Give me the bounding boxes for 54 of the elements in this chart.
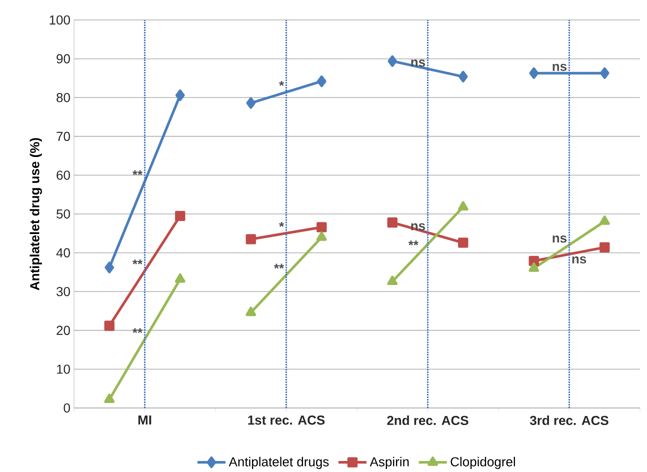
y-tick-label: 90 [56,54,70,64]
point [599,216,610,225]
point [104,262,114,274]
y-tick-label: 40 [56,248,70,258]
annotation: * [279,81,284,86]
point [387,217,398,228]
point [458,238,468,248]
y-tick-label: 60 [56,170,70,180]
point [528,262,540,272]
legend-label: Clopidogrel [450,456,515,469]
y-tick-label: 100 [50,15,70,25]
y-tick-label: 70 [56,132,70,141]
point [600,242,610,252]
y-tick-label: 0 [64,403,70,413]
annotation: ns [572,256,586,264]
annotation: * [279,222,284,227]
point [104,394,115,403]
point [174,273,186,283]
point [388,55,398,67]
x-tick-label: MI [138,416,152,424]
y-tick-label: 20 [56,326,70,335]
annotation: ** [132,328,143,333]
y-tick-label: 30 [56,286,70,296]
x-tick-label: 3rd rec. ACS [530,416,608,426]
point [246,234,256,244]
y-tick-label: 80 [56,92,70,102]
annotation: ** [132,170,143,176]
y-axis-title: Antiplatelet drug use (%) [30,138,42,290]
point [316,231,327,241]
point [387,276,398,286]
annotation: ns [552,64,567,71]
point [316,75,326,88]
point [316,222,327,232]
x-tick-label: 1st rec. ACS [248,416,325,425]
point [175,210,186,222]
legend-label: Aspirin [370,456,409,469]
point [175,89,185,102]
annotation: ns [552,236,567,243]
annotation: ** [132,259,143,264]
point [458,201,468,211]
point [246,306,256,316]
annotation: ns [411,223,426,230]
point [458,70,468,82]
x-tick-label: 2nd rec. ACS [387,416,468,426]
y-tick-label: 50 [56,209,70,219]
legend-label: Antiplatelet drugs [228,456,329,469]
annotation: ** [274,264,284,269]
point [600,67,610,79]
annotation: ns [411,60,426,67]
point [529,67,539,79]
annotation: ** [408,240,418,246]
point [246,97,256,109]
point [104,320,114,331]
y-tick-label: 10 [57,364,70,374]
